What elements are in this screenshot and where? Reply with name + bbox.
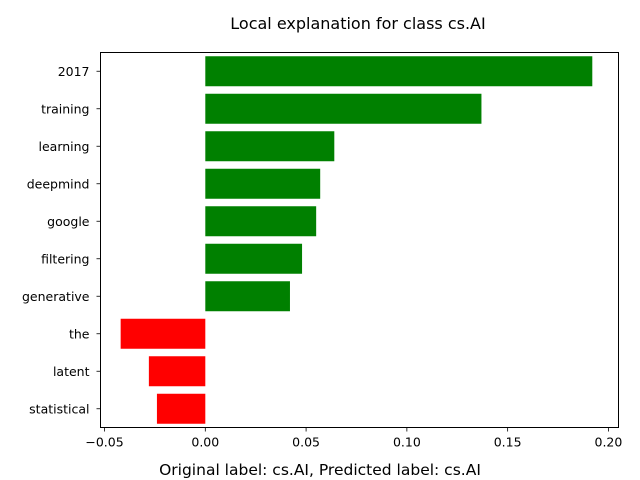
label-caption: Original label: cs.AI, Predicted label: …: [159, 461, 481, 479]
y-tick-label: the: [69, 326, 90, 341]
y-axis-ticks: 2017 training learning deepmind google filter…: [22, 64, 101, 416]
bar-deepmind: [205, 168, 321, 199]
x-axis-ticks: −0.05 0.00 0.05 0.10 0.15 0.20: [85, 427, 623, 450]
x-tick-label: 0.00: [191, 435, 219, 450]
bar-google: [205, 206, 317, 237]
x-tick-label: 0.20: [595, 435, 623, 450]
y-tick-label: training: [41, 101, 89, 116]
x-tick-label: 0.10: [393, 435, 421, 450]
bar-2017: [205, 56, 593, 87]
bar-training: [205, 93, 482, 124]
bar-latent: [148, 356, 206, 387]
bar-the: [120, 318, 206, 349]
x-tick-label: 0.15: [494, 435, 522, 450]
bar-filtering: [205, 243, 303, 274]
y-tick-label: learning: [39, 139, 90, 154]
bar-generative: [205, 281, 290, 312]
y-tick-label: generative: [22, 289, 90, 304]
y-tick-label: filtering: [41, 251, 89, 266]
plot-frame: [100, 52, 619, 428]
x-tick-label: −0.05: [85, 435, 123, 450]
bar-learning: [205, 131, 335, 162]
y-tick-label: google: [47, 214, 90, 229]
y-tick-label: deepmind: [27, 176, 90, 191]
x-tick-label: 0.05: [292, 435, 320, 450]
y-tick-label: statistical: [29, 401, 89, 416]
chart-title: Local explanation for class cs.AI: [230, 14, 485, 33]
y-tick-label: 2017: [58, 64, 90, 79]
y-tick-label: latent: [53, 364, 90, 379]
bars-group: [120, 56, 593, 424]
bar-statistical: [156, 393, 206, 424]
